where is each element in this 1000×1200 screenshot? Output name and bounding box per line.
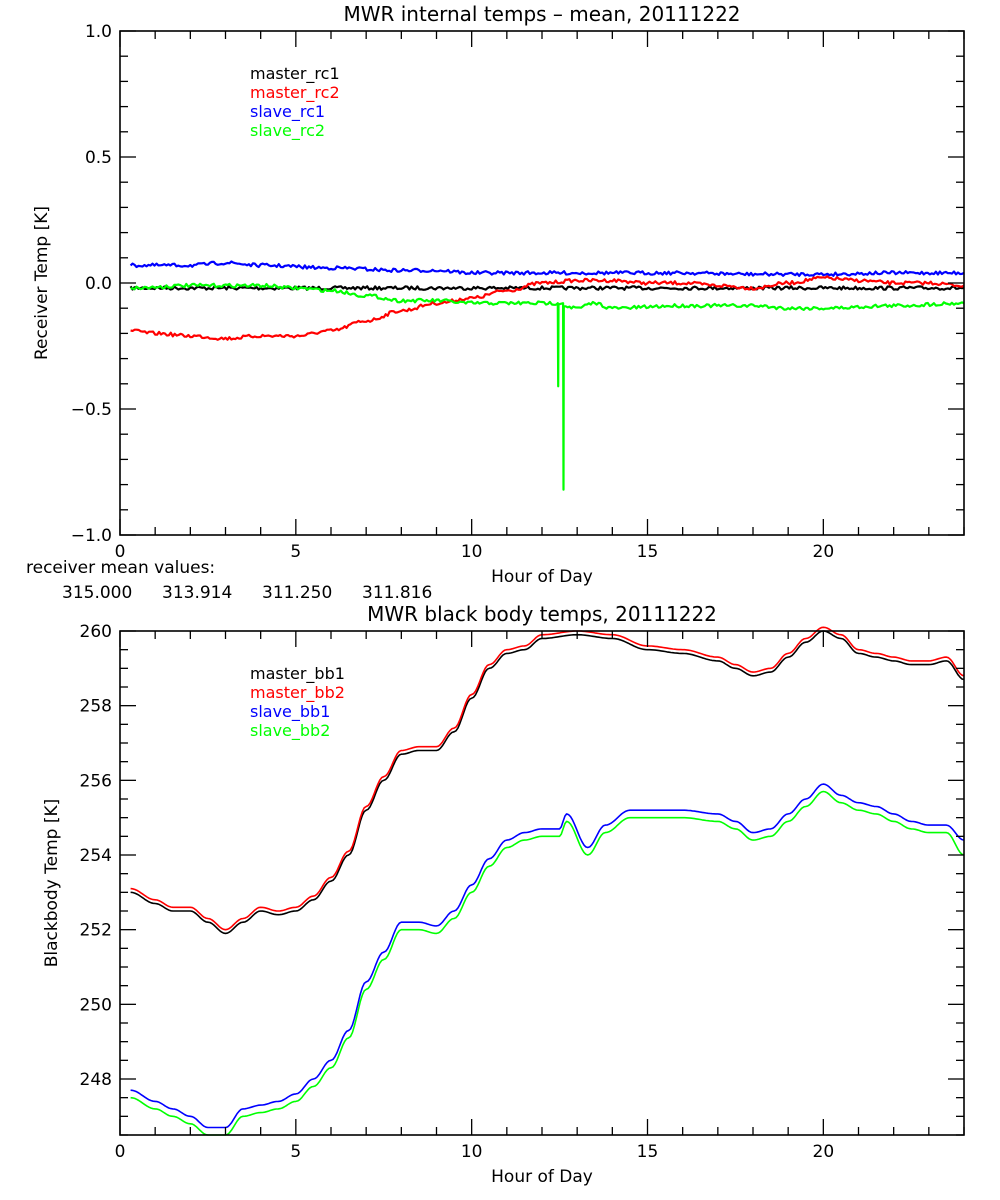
legend-entry-slave-bb2: slave_bb2 (250, 721, 330, 741)
series-line-master-rc1 (129, 285, 965, 291)
legend-entry-slave-bb1: slave_bb1 (250, 702, 330, 722)
x-tick-label: 20 (813, 1142, 835, 1162)
receiver-mean-values: 315.000 313.914 311.250 311.816 (62, 583, 432, 603)
tick-labels: 0 5 10 15 20 248 250 252 254 256 258 260 (80, 622, 835, 1162)
x-tick-label: 10 (461, 542, 483, 562)
x-tick-label: 15 (637, 542, 659, 562)
chart-title: MWR internal temps – mean, 20111222 (343, 2, 740, 26)
plot-marks (129, 260, 965, 491)
y-tick-label: −1.0 (71, 526, 112, 546)
y-tick-label: 258 (80, 697, 112, 717)
mean-value: 311.250 (262, 583, 332, 603)
y-axis-label: Blackbody Temp [K] (42, 799, 62, 968)
y-tick-label: 256 (80, 771, 112, 791)
tick-labels: 0 5 10 15 20 −1.0 −0.5 0.0 0.5 1.0 (71, 22, 834, 562)
chart-title: MWR black body temps, 20111222 (367, 602, 717, 626)
y-tick-label: −0.5 (71, 400, 112, 420)
mean-value: 313.914 (162, 583, 232, 603)
x-axis-label: Hour of Day (491, 567, 593, 587)
series-line-slave-rc1 (129, 260, 965, 277)
y-tick-label: 1.0 (85, 22, 112, 42)
receiver-temp-chart: MWR internal temps – mean, 20111222 0 5 10… (26, 2, 965, 603)
mean-value: 311.816 (362, 583, 432, 603)
legend-entry-slave-rc1: slave_rc1 (250, 102, 325, 122)
legend-entry-slave-rc2: slave_rc2 (250, 121, 325, 141)
x-tick-label: 15 (637, 1142, 659, 1162)
series-line-slave-rc2 (130, 282, 965, 491)
legend-entry-master-bb1: master_bb1 (250, 664, 345, 684)
x-tick-label: 20 (813, 542, 835, 562)
y-tick-label: 0.0 (85, 274, 112, 294)
x-tick-label: 10 (461, 1142, 483, 1162)
series-line-slave-bb1 (130, 783, 965, 1129)
legend-entry-master-rc1: master_rc1 (250, 64, 340, 84)
legend-entry-master-rc2: master_rc2 (250, 83, 340, 103)
series-line-slave-bb2 (130, 790, 965, 1136)
axis-ticks (119, 30, 965, 536)
x-axis-label: Hour of Day (491, 1167, 593, 1187)
y-axis-label: Receiver Temp [K] (32, 206, 52, 360)
y-tick-label: 252 (80, 921, 112, 941)
y-tick-label: 250 (80, 995, 112, 1015)
y-tick-label: 248 (80, 1070, 112, 1090)
plot-frame (119, 630, 965, 1136)
series-line-master-rc2 (130, 275, 965, 341)
y-tick-label: 254 (80, 846, 112, 866)
mean-value: 315.000 (62, 583, 132, 603)
axis-ticks (119, 630, 965, 1136)
x-tick-label: 0 (115, 1142, 126, 1162)
x-tick-label: 5 (290, 1142, 301, 1162)
x-tick-label: 5 (290, 542, 301, 562)
series-line-master-bb2 (130, 626, 965, 931)
receiver-mean-label: receiver mean values: (26, 558, 215, 578)
y-tick-label: 260 (80, 622, 112, 642)
y-tick-label: 0.5 (85, 148, 112, 168)
legend-entry-master-bb2: master_bb2 (250, 683, 345, 703)
x-tick-label: 0 (115, 542, 126, 562)
blackbody-temp-chart: MWR black body temps, 20111222 0 5 10 15 20 2… (42, 602, 965, 1187)
